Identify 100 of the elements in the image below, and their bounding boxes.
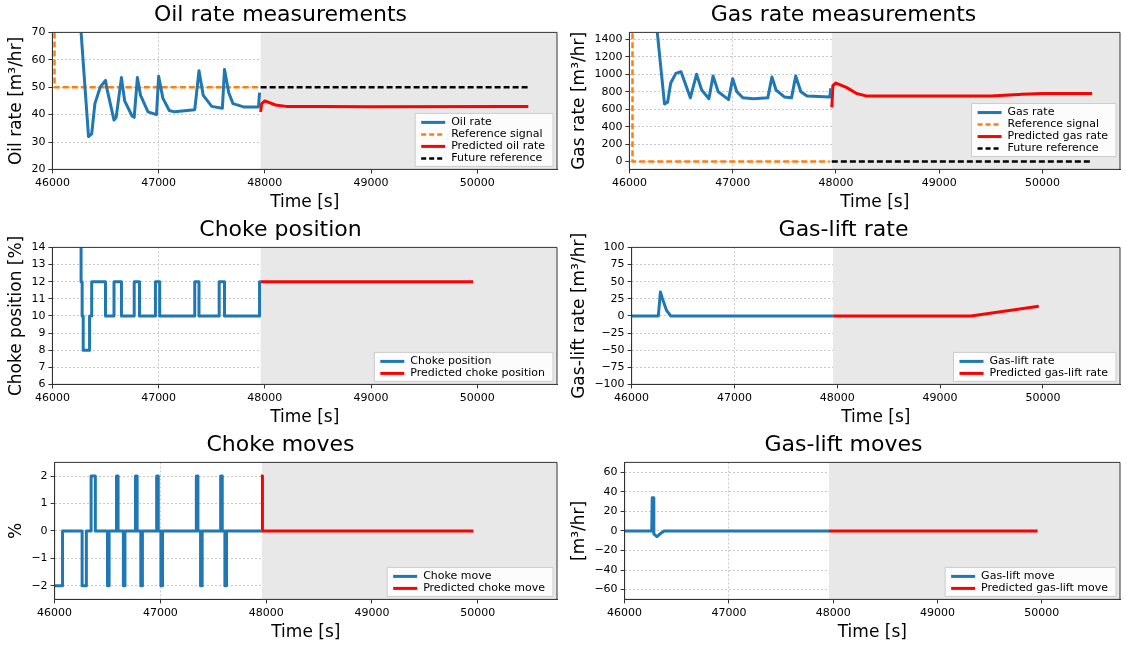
x-tick-label: 49000 — [353, 390, 389, 404]
chart-title: Oil rate measurements — [153, 0, 408, 26]
y-axis-title: [m³/hr] — [567, 500, 588, 561]
x-axis-title: Time [s] — [269, 406, 340, 427]
y-axis-title: Gas rate [m³/hr] — [567, 31, 588, 170]
y-tick-label: −20 — [594, 543, 618, 557]
x-tick-label: 48000 — [818, 175, 854, 189]
x-tick-label: 48000 — [819, 390, 855, 404]
y-tick-label: −50 — [601, 343, 625, 357]
x-tick-label: 46000 — [34, 175, 70, 189]
y-tick-label: 1400 — [594, 32, 623, 46]
legend-label: Gas rate — [1007, 105, 1055, 119]
y-axis-title: Gas-lift rate [m³/hr] — [567, 232, 588, 399]
y-axis-title: % — [4, 522, 25, 539]
y-tick-label: 50 — [31, 80, 46, 94]
legend-label: Predicted choke position — [410, 366, 546, 380]
y-tick-label: 40 — [603, 484, 618, 498]
y-tick-label: 60 — [603, 465, 618, 479]
legend-label: Predicted oil rate — [451, 139, 546, 153]
legend-label: Reference signal — [451, 127, 543, 141]
x-axis-title: Time [s] — [270, 621, 341, 642]
x-tick-label: 49000 — [921, 175, 957, 189]
x-tick-label: 47000 — [142, 605, 178, 619]
legend-label: Gas-lift rate — [989, 354, 1055, 368]
legend-label: Predicted gas-lift move — [981, 581, 1109, 595]
legend-label: Predicted choke move — [423, 581, 546, 595]
legend-label: Reference signal — [1007, 117, 1100, 131]
legend-label: Choke move — [423, 569, 492, 583]
y-tick-label: 1 — [40, 496, 48, 510]
y-tick-label: 40 — [31, 107, 46, 121]
chart-title: Choke position — [199, 215, 362, 241]
legend-label: Future reference — [451, 151, 543, 165]
y-tick-label: 12 — [31, 274, 46, 288]
y-tick-label: 0 — [40, 523, 48, 537]
y-tick-label: 11 — [31, 291, 46, 305]
y-tick-label: 7 — [38, 360, 46, 374]
y-tick-label: 20 — [603, 504, 618, 518]
y-tick-label: 600 — [601, 102, 623, 116]
y-tick-label: 14 — [31, 240, 46, 254]
x-tick-label: 47000 — [715, 175, 751, 189]
y-tick-label: 9 — [38, 325, 46, 339]
y-tick-label: 25 — [610, 291, 625, 305]
y-tick-label: 75 — [610, 257, 625, 271]
legend-label: Gas-lift move — [981, 569, 1055, 583]
legend-label: Predicted gas-lift rate — [989, 366, 1109, 380]
y-tick-label: 1000 — [594, 67, 623, 81]
x-tick-label: 50000 — [1025, 175, 1061, 189]
y-tick-label: 8 — [38, 343, 46, 357]
y-axis-title: Choke position [%] — [4, 235, 25, 397]
x-tick-label: 49000 — [919, 605, 955, 619]
chart-title: Gas-lift rate — [778, 215, 909, 241]
legend-label: Future reference — [1007, 141, 1099, 155]
legend-label: Choke position — [410, 354, 492, 368]
x-tick-label: 46000 — [607, 605, 643, 619]
y-tick-label: 50 — [610, 274, 625, 288]
x-axis-title: Time [s] — [269, 191, 340, 212]
y-tick-label: 13 — [31, 257, 46, 271]
x-tick-label: 48000 — [248, 605, 284, 619]
y-tick-label: 70 — [31, 25, 46, 39]
x-tick-label: 50000 — [1025, 390, 1061, 404]
x-axis-title: Time [s] — [840, 406, 911, 427]
y-tick-label: 0 — [617, 308, 625, 322]
x-axis-title: Time [s] — [836, 621, 907, 642]
legend-label: Oil rate — [451, 115, 493, 129]
x-tick-label: 50000 — [459, 390, 495, 404]
x-tick-label: 47000 — [141, 390, 177, 404]
y-tick-label: −100 — [594, 377, 625, 391]
y-tick-label: −1 — [31, 551, 48, 565]
x-tick-label: 46000 — [614, 390, 650, 404]
x-axis-title: Time [s] — [839, 191, 910, 212]
y-tick-label: −2 — [31, 578, 48, 592]
y-tick-label: 1200 — [594, 49, 623, 63]
y-tick-label: 20 — [31, 162, 46, 176]
x-tick-label: 48000 — [815, 605, 851, 619]
y-tick-label: −60 — [594, 582, 618, 596]
x-tick-label: 47000 — [711, 605, 747, 619]
x-tick-label: 46000 — [34, 390, 70, 404]
chart-title: Gas rate measurements — [710, 0, 977, 26]
x-tick-label: 49000 — [922, 390, 958, 404]
legend-label: Predicted gas rate — [1007, 129, 1109, 143]
y-tick-label: 6 — [38, 377, 46, 391]
y-tick-label: 10 — [31, 308, 46, 322]
y-tick-label: 800 — [601, 84, 623, 98]
y-tick-label: 0 — [615, 154, 623, 168]
x-tick-label: 46000 — [37, 605, 73, 619]
y-tick-label: 2 — [40, 468, 48, 482]
chart-title: Choke moves — [206, 430, 355, 456]
y-tick-label: 400 — [601, 119, 623, 133]
y-tick-label: 100 — [603, 240, 625, 254]
x-tick-label: 50000 — [460, 605, 496, 619]
chart-title: Gas-lift moves — [764, 430, 923, 456]
y-tick-label: −25 — [601, 325, 625, 339]
x-tick-label: 49000 — [354, 605, 390, 619]
x-tick-label: 50000 — [459, 175, 495, 189]
y-tick-label: −40 — [594, 562, 618, 576]
y-tick-label: 200 — [601, 136, 623, 150]
x-tick-label: 47000 — [716, 390, 752, 404]
x-tick-label: 46000 — [611, 175, 647, 189]
y-tick-label: 60 — [31, 52, 46, 66]
y-axis-title: Oil rate [m³/hr] — [4, 36, 25, 166]
